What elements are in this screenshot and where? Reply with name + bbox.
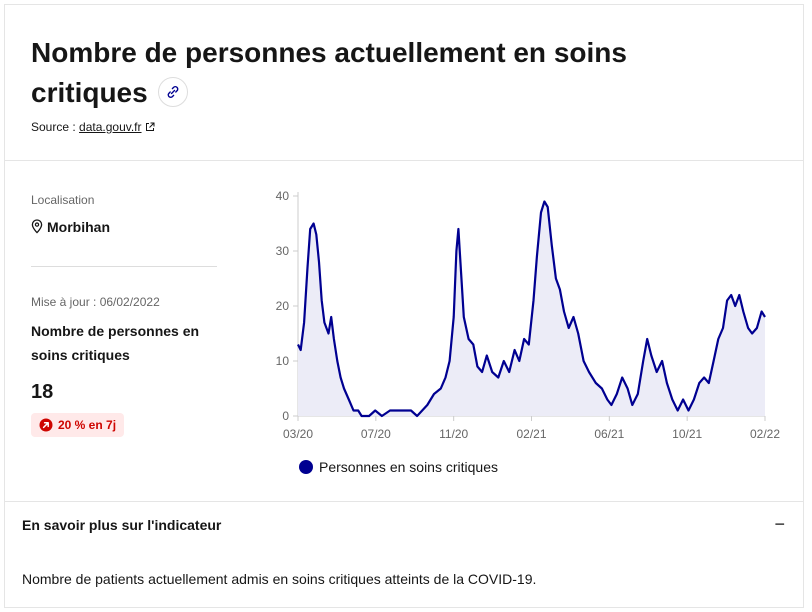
link-icon xyxy=(167,85,179,98)
divider xyxy=(31,266,217,267)
y-tick-label: 0 xyxy=(282,409,289,423)
trend-badge: 20 % en 7j xyxy=(31,413,125,437)
source-prefix: Source : xyxy=(31,120,80,134)
y-tick-label: 30 xyxy=(276,244,290,258)
location-label: Localisation xyxy=(31,193,95,207)
accordion-content: Nombre de patients actuellement admis en… xyxy=(22,571,537,587)
series-line xyxy=(297,200,766,418)
map-pin-icon xyxy=(31,219,43,234)
x-tick-label: 10/21 xyxy=(672,427,702,441)
page-title: Nombre de personnes actuellement en soin… xyxy=(31,37,627,108)
source-link[interactable]: data.gouv.fr xyxy=(79,120,142,134)
copy-link-button[interactable] xyxy=(157,76,188,107)
external-link-icon[interactable] xyxy=(145,122,155,132)
chart-area: 0 10 20 30 40 03/20 07/20 11/20 02/21 06/21 10/21 0… xyxy=(245,173,795,493)
source-line: Source : data.gouv.fr xyxy=(31,120,155,134)
legend-label: Personnes en soins critiques xyxy=(319,459,498,475)
arrow-up-right-icon xyxy=(39,418,53,432)
x-tick-label: 02/21 xyxy=(516,427,546,441)
x-tick-label: 07/20 xyxy=(361,427,391,441)
accordion-header[interactable]: En savoir plus sur l'indicateur − xyxy=(5,501,803,547)
y-tick-label: 40 xyxy=(276,189,290,203)
x-tick-label: 02/22 xyxy=(750,427,780,441)
series-area xyxy=(298,201,765,416)
indicator-summary: Localisation Morbihan Mise à jour : 06/0… xyxy=(5,161,245,501)
y-tick-label: 10 xyxy=(276,354,290,368)
legend-marker xyxy=(299,460,313,474)
x-tick-label: 03/20 xyxy=(283,427,313,441)
line-chart: 0 10 20 30 40 03/20 07/20 11/20 02/21 06/21 10/21 0… xyxy=(276,189,781,475)
metric-title: Nombre de personnes en soins critiques xyxy=(31,323,200,363)
accordion-title: En savoir plus sur l'indicateur xyxy=(22,517,222,533)
update-date: Mise à jour : 06/02/2022 xyxy=(31,295,160,309)
x-tick-label: 06/21 xyxy=(594,427,624,441)
indicator-card: Nombre de personnes actuellement en soin… xyxy=(4,4,804,608)
x-tick-label: 11/20 xyxy=(439,427,468,441)
collapse-icon[interactable]: − xyxy=(774,514,785,534)
y-tick-label: 20 xyxy=(276,299,290,313)
metric-value: 18 xyxy=(31,381,54,403)
location-value: Morbihan xyxy=(31,219,110,235)
card-header: Nombre de personnes actuellement en soin… xyxy=(5,5,803,161)
